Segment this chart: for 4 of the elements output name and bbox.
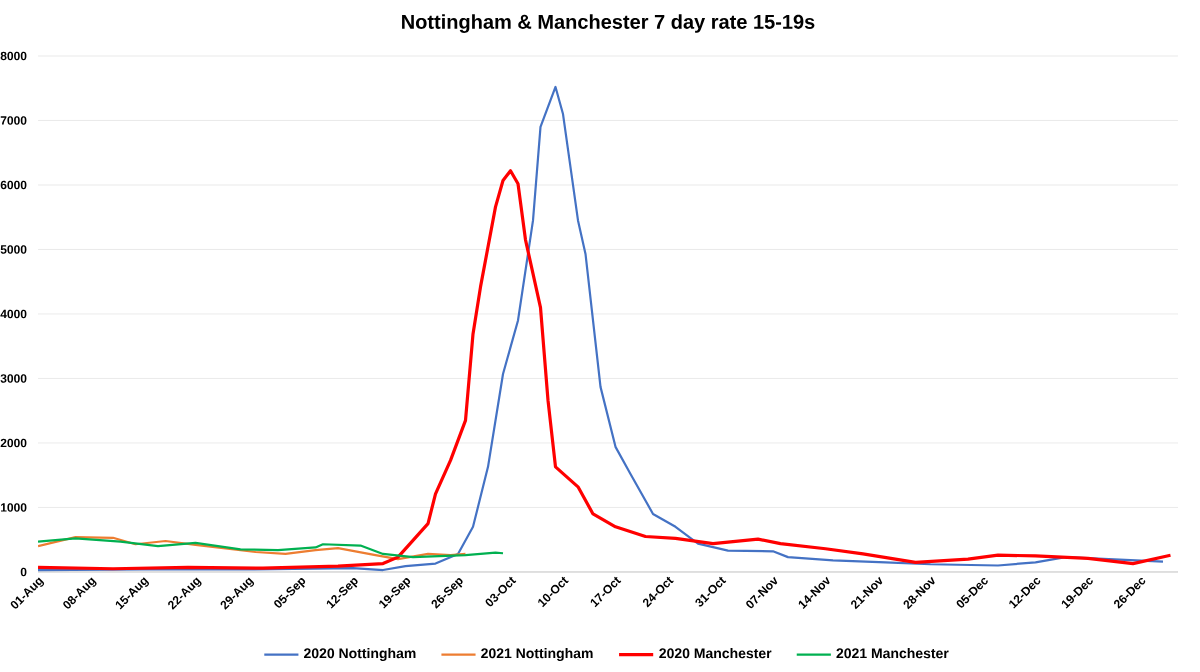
line-series bbox=[38, 536, 467, 561]
chart-title: Nottingham & Manchester 7 day rate 15-19s bbox=[402, 14, 815, 33]
line-series bbox=[38, 537, 505, 559]
line-series bbox=[38, 85, 1165, 572]
